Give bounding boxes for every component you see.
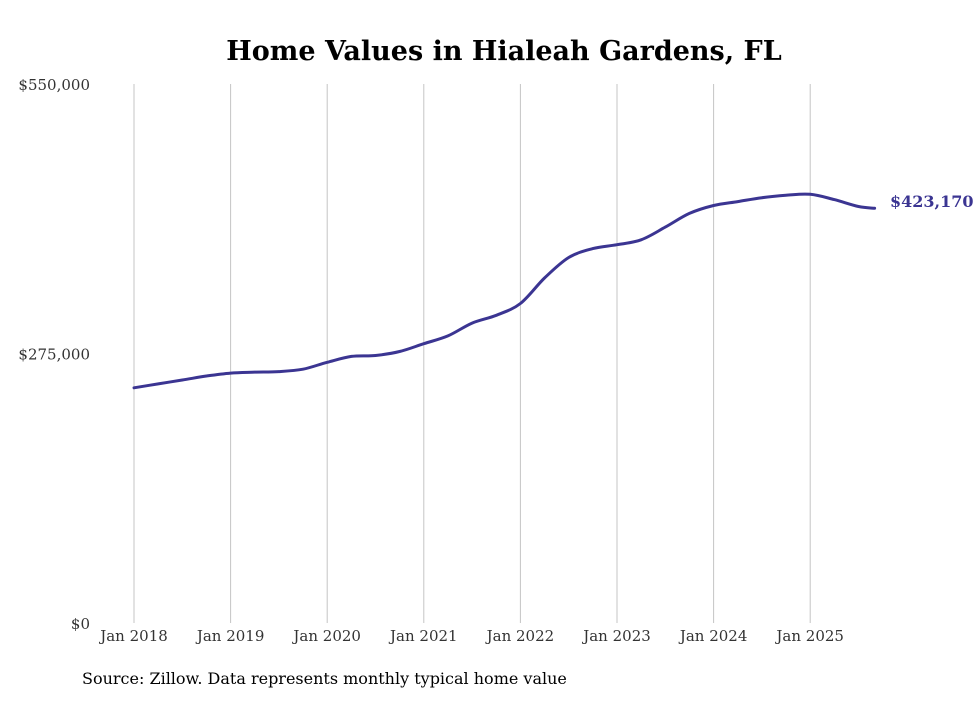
x-tick-label: Jan 2020 xyxy=(291,627,361,645)
y-tick-label: $550,000 xyxy=(18,76,90,94)
x-tick-label: Jan 2023 xyxy=(581,627,651,645)
x-axis-ticks: Jan 2018 Jan 2019 Jan 2020 Jan 2021 Jan 2022… xyxy=(98,627,844,645)
y-tick-label: $275,000 xyxy=(18,346,90,364)
y-tick-label: $0 xyxy=(71,615,90,633)
vertical-gridlines xyxy=(133,84,811,623)
y-axis-ticks: $0 $275,000 $550,000 xyxy=(18,76,90,633)
x-tick-label: Jan 2018 xyxy=(98,627,168,645)
x-tick-label: Jan 2022 xyxy=(485,627,555,645)
home-value-line xyxy=(132,192,877,390)
x-tick-label: Jan 2025 xyxy=(774,627,844,645)
x-tick-label: Jan 2021 xyxy=(388,627,458,645)
source-note: Source: Zillow. Data represents monthly … xyxy=(82,669,567,688)
x-tick-label: Jan 2019 xyxy=(195,627,265,645)
latest-value-label: $423,170 xyxy=(890,192,974,211)
x-tick-label: Jan 2024 xyxy=(678,627,748,645)
chart-title: Home Values in Hialeah Gardens, FL xyxy=(226,36,781,67)
